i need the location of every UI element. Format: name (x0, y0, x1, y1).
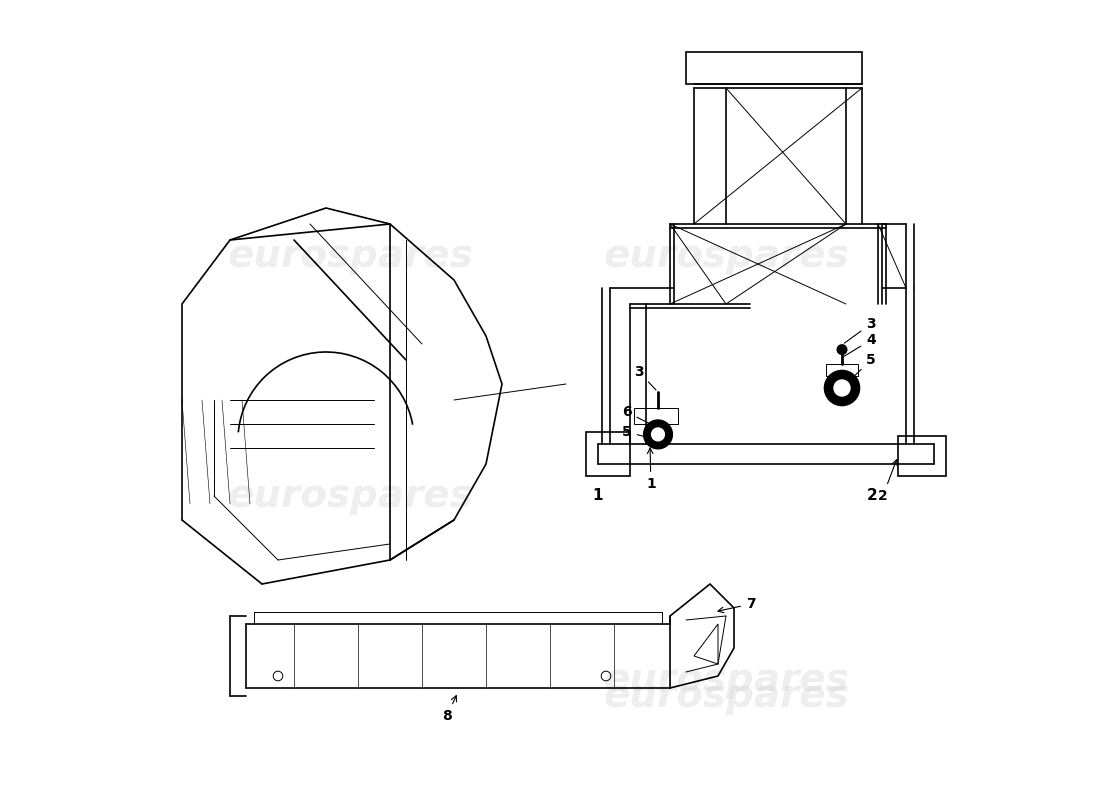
Text: 1: 1 (593, 488, 603, 503)
Circle shape (837, 345, 847, 354)
Text: 5: 5 (621, 425, 656, 439)
Text: 3: 3 (634, 365, 656, 390)
Text: eurospares: eurospares (603, 661, 849, 699)
Text: 4: 4 (845, 333, 876, 356)
Text: 2: 2 (878, 460, 898, 503)
Text: eurospares: eurospares (227, 237, 473, 275)
Text: 3: 3 (845, 317, 876, 343)
Text: eurospares: eurospares (603, 677, 849, 715)
Circle shape (651, 428, 664, 441)
Text: 6: 6 (621, 405, 656, 426)
Text: 2: 2 (867, 488, 878, 503)
Bar (586, 432, 630, 476)
Text: 7: 7 (718, 597, 756, 613)
Text: 5: 5 (844, 353, 876, 386)
Bar (686, 52, 862, 84)
Text: 1: 1 (646, 448, 656, 491)
Bar (898, 436, 946, 476)
Bar (634, 408, 678, 424)
Text: eurospares: eurospares (603, 237, 849, 275)
Bar (826, 364, 858, 376)
Circle shape (644, 420, 672, 449)
Text: eurospares: eurospares (227, 477, 473, 515)
Circle shape (824, 370, 859, 406)
Circle shape (834, 380, 850, 396)
Text: 8: 8 (442, 696, 456, 723)
